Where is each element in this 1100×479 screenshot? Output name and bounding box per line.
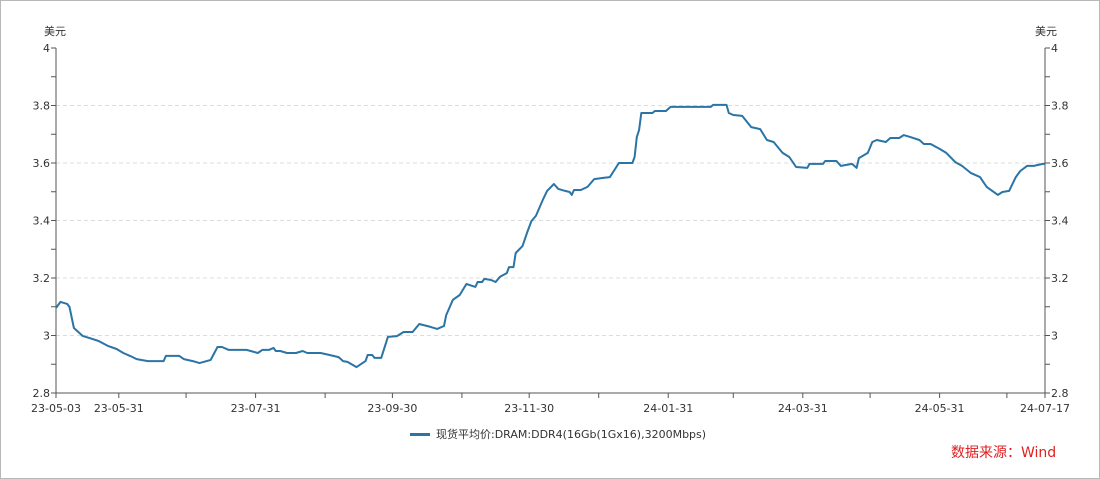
x-tick-label: 24-05-31 [915, 402, 965, 415]
y-tick-label-left: 2.8 [33, 387, 51, 400]
x-tick-label: 23-05-31 [94, 402, 144, 415]
axes: 2.8 2.8 3 3 3.2 3.2 3.4 3.4 3.6 3.6 3.8 3.8 4 4 23-05-… [31, 42, 1070, 415]
y-tick-label-right: 3.2 [1051, 272, 1069, 285]
y-tick-label-right: 4 [1051, 42, 1058, 55]
series-line [55, 103, 1045, 369]
legend-label: 现货平均价:DRAM:DDR4(16Gb(1Gx16),3200Mbps) [436, 428, 707, 441]
y-tick-label-left: 3.8 [33, 100, 51, 113]
right-axis-unit: 美元 [1035, 25, 1057, 38]
y-tick-label-left: 3.4 [33, 215, 51, 228]
legend: 现货平均价:DRAM:DDR4(16Gb(1Gx16),3200Mbps) [410, 426, 706, 442]
y-tick-label-left: 3.6 [33, 157, 51, 170]
y-tick-label-right: 3 [1051, 330, 1058, 343]
left-axis-unit: 美元 [44, 25, 66, 38]
x-tick-label: 24-07-17 [1020, 402, 1070, 415]
y-tick-label-left: 3.2 [33, 272, 51, 285]
x-tick-label: 23-07-31 [231, 402, 281, 415]
x-tick-label: 23-11-30 [504, 402, 554, 415]
legend-swatch [410, 432, 430, 436]
x-tick-label: 23-05-03 [31, 402, 81, 415]
gridlines [56, 105, 1045, 336]
y-tick-label-right: 3.4 [1051, 215, 1069, 228]
x-tick-label: 23-09-30 [367, 402, 417, 415]
source-note: 数据来源：Wind [951, 445, 1057, 461]
y-tick-label-right: 3.6 [1051, 157, 1069, 170]
y-tick-label-right: 2.8 [1051, 387, 1069, 400]
x-tick-label: 24-03-31 [778, 402, 828, 415]
y-tick-label-left: 4 [43, 42, 50, 55]
x-tick-label: 24-01-31 [643, 402, 693, 415]
y-tick-label-right: 3.8 [1051, 100, 1069, 113]
plot-area [55, 103, 1045, 369]
y-tick-label-left: 3 [43, 330, 50, 343]
